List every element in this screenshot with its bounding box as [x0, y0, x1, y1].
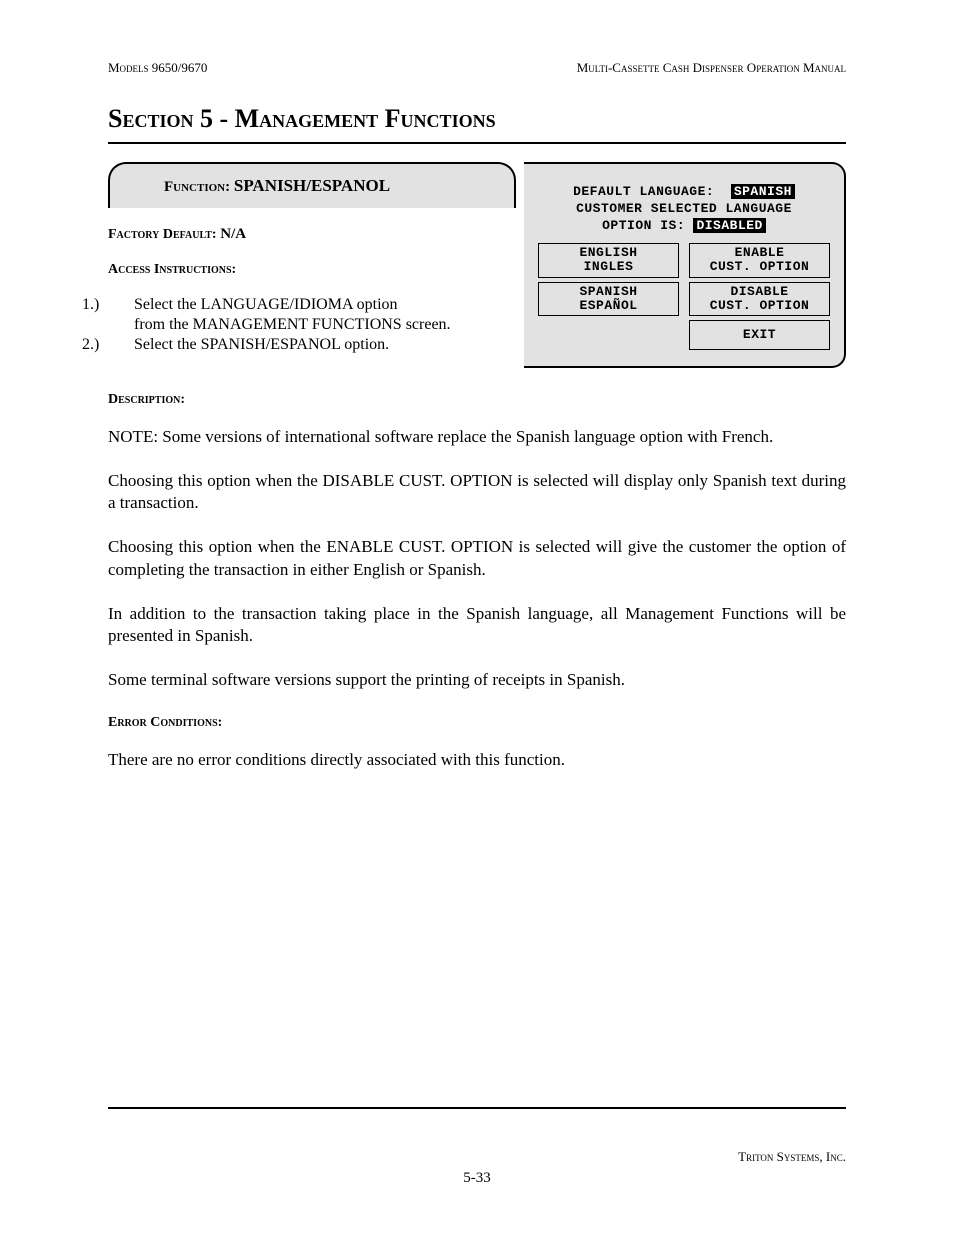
factory-default-line: Factory Default: N/A	[108, 226, 516, 243]
upper-content-row: Function: SPANISH/ESPANOL Factory Defaul…	[108, 162, 846, 368]
access-instructions-label-line: Access Instructions:	[108, 261, 516, 278]
instruction-1-text: Select the LANGUAGE/IDIOMA option	[134, 296, 398, 313]
instruction-1-cont: from the MANAGEMENT FUNCTIONS screen.	[108, 316, 516, 334]
atm-header-line-1: DEFAULT LANGUAGE: SPANISH	[534, 184, 834, 199]
atm-button-spanish[interactable]: SPANISH ESPAÑOL	[538, 282, 679, 317]
description-p5: Some terminal software versions support …	[108, 669, 846, 691]
footer-company: Triton Systems, Inc.	[738, 1149, 846, 1165]
description-p4: In addition to the transaction taking pl…	[108, 603, 846, 647]
section-title: Section 5 - Management Functions	[108, 104, 846, 134]
function-box: Function: SPANISH/ESPANOL	[108, 162, 516, 208]
instruction-2-text: Select the SPANISH/ESPANOL option.	[134, 336, 389, 353]
atm-button-english-line1: ENGLISH	[541, 246, 676, 260]
factory-default-value: N/A	[220, 226, 246, 242]
atm-button-disable-line2: CUST. OPTION	[692, 299, 827, 313]
access-instructions-label: Access Instructions:	[108, 262, 236, 277]
atm-button-spanish-line1: SPANISH	[541, 285, 676, 299]
page-number: 5-33	[0, 1170, 954, 1187]
footer-rule	[108, 1107, 846, 1109]
description-p3: Choosing this option when the ENABLE CUS…	[108, 536, 846, 580]
error-conditions-label: Error Conditions:	[108, 715, 222, 730]
title-rule	[108, 142, 846, 144]
atm-screen: DEFAULT LANGUAGE: SPANISH CUSTOMER SELEC…	[524, 162, 846, 368]
atm-button-enable-cust[interactable]: ENABLE CUST. OPTION	[689, 243, 830, 278]
atm-button-enable-line2: CUST. OPTION	[692, 260, 827, 274]
atm-header-line-3: OPTION IS: DISABLED	[534, 218, 834, 233]
atm-button-spanish-line2: ESPAÑOL	[541, 299, 676, 313]
description-p1: NOTE: Some versions of international sof…	[108, 426, 846, 448]
access-instructions-list: 1.)Select the LANGUAGE/IDIOMA option fro…	[108, 296, 516, 354]
description-label-line: Description:	[108, 392, 846, 408]
factory-default-label: Factory Default:	[108, 227, 217, 242]
page: Models 9650/9670 Multi-Cassette Cash Dis…	[0, 0, 954, 1235]
error-conditions-text: There are no error conditions directly a…	[108, 749, 846, 771]
atm-header-line-2: CUSTOMER SELECTED LANGUAGE	[534, 201, 834, 216]
atm-button-exit[interactable]: EXIT	[689, 320, 830, 350]
atm-button-disable-cust[interactable]: DISABLE CUST. OPTION	[689, 282, 830, 317]
function-name: SPANISH/ESPANOL	[234, 176, 390, 195]
instruction-2-num: 2.)	[108, 336, 134, 354]
atm-button-english-line2: INGLES	[541, 260, 676, 274]
instruction-1-num: 1.)	[108, 296, 134, 314]
description-body: NOTE: Some versions of international sof…	[108, 426, 846, 691]
function-label: Function:	[164, 179, 230, 195]
atm-default-lang-label: DEFAULT LANGUAGE:	[573, 184, 714, 199]
error-conditions-body: There are no error conditions directly a…	[108, 749, 846, 771]
header-right: Multi-Cassette Cash Dispenser Operation …	[577, 60, 846, 76]
page-header: Models 9650/9670 Multi-Cassette Cash Dis…	[108, 60, 846, 76]
function-box-inner: Function: SPANISH/ESPANOL	[164, 176, 496, 196]
description-label: Description:	[108, 392, 185, 407]
description-p2: Choosing this option when the DISABLE CU…	[108, 470, 846, 514]
instruction-2: 2.)Select the SPANISH/ESPANOL option.	[108, 336, 516, 354]
header-left: Models 9650/9670	[108, 60, 207, 76]
atm-button-empty	[538, 320, 679, 350]
atm-option-value: DISABLED	[693, 218, 765, 233]
atm-option-label: OPTION IS:	[602, 218, 685, 233]
atm-header: DEFAULT LANGUAGE: SPANISH CUSTOMER SELEC…	[534, 184, 834, 233]
instruction-1: 1.)Select the LANGUAGE/IDIOMA option	[108, 296, 516, 314]
atm-button-grid: ENGLISH INGLES ENABLE CUST. OPTION SPANI…	[534, 243, 834, 350]
atm-default-lang-value: SPANISH	[731, 184, 795, 199]
atm-button-exit-label: EXIT	[692, 328, 827, 342]
left-column: Function: SPANISH/ESPANOL Factory Defaul…	[108, 162, 516, 356]
atm-button-disable-line1: DISABLE	[692, 285, 827, 299]
atm-button-enable-line1: ENABLE	[692, 246, 827, 260]
error-conditions-label-line: Error Conditions:	[108, 715, 846, 731]
atm-button-english[interactable]: ENGLISH INGLES	[538, 243, 679, 278]
